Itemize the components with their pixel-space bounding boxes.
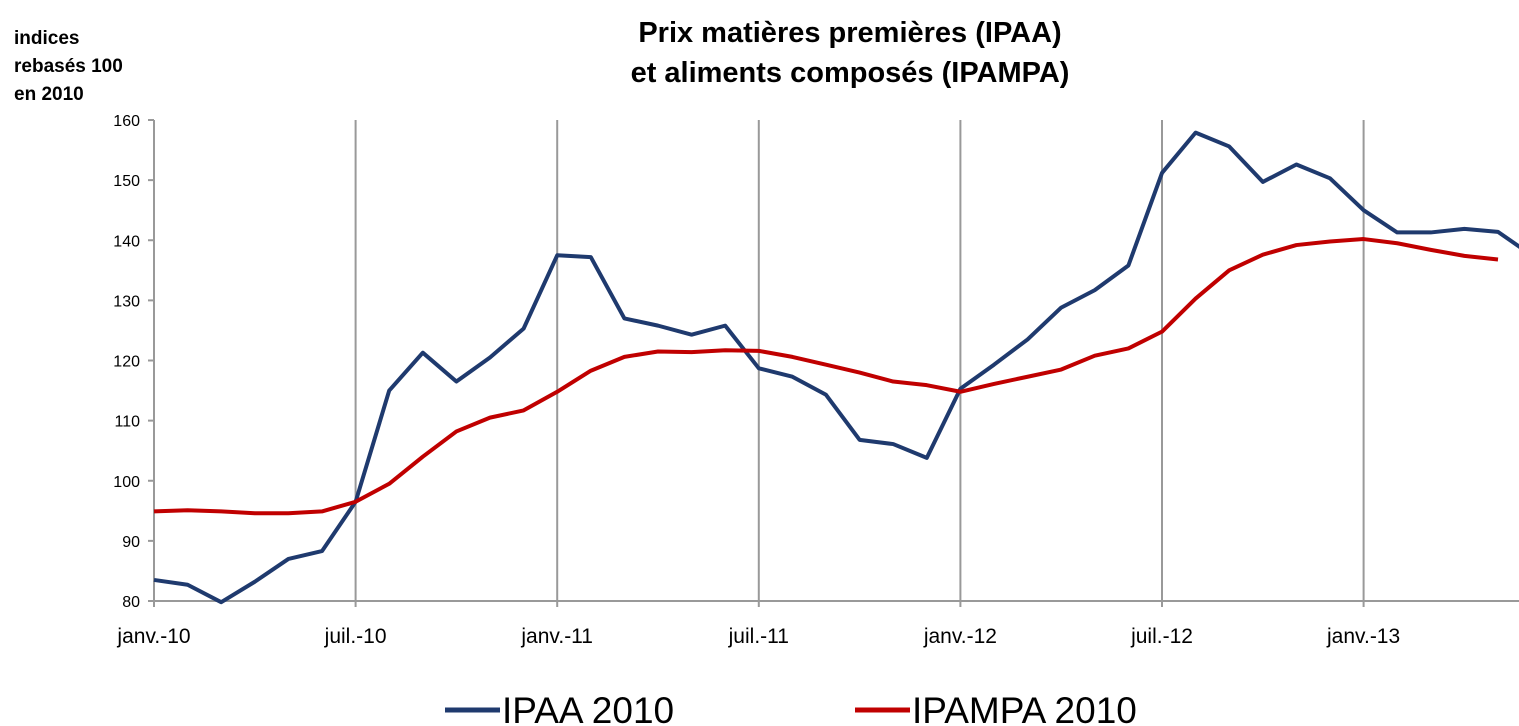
x-tick-label: juil.-12 bbox=[1130, 625, 1193, 648]
chart-title: Prix matières premières (IPAA) bbox=[638, 17, 1061, 49]
y-tick-label: 130 bbox=[113, 293, 140, 310]
y-tick-label: 120 bbox=[113, 354, 140, 371]
x-tick-label: janv.-10 bbox=[116, 625, 190, 648]
legend-label: IPAA 2010 bbox=[502, 690, 674, 726]
x-tick-label: janv.-12 bbox=[923, 625, 997, 648]
y-axis-label: en 2010 bbox=[14, 84, 84, 105]
x-tick-label: juil.-11 bbox=[728, 625, 789, 648]
y-axis-label: indices bbox=[14, 28, 79, 49]
x-tick-label: juil.-10 bbox=[324, 625, 387, 648]
y-tick-label: 160 bbox=[113, 113, 140, 130]
y-tick-label: 140 bbox=[113, 233, 140, 250]
plot-area bbox=[153, 130, 1519, 605]
x-tick-label: janv.-13 bbox=[1326, 625, 1400, 648]
chart-title: et aliments composés (IPAMPA) bbox=[631, 57, 1070, 89]
y-tick-label: 90 bbox=[122, 534, 140, 551]
series-line bbox=[153, 130, 1519, 605]
legend-label: IPAMPA 2010 bbox=[912, 690, 1137, 726]
y-tick-label: 80 bbox=[122, 594, 140, 611]
series-line bbox=[153, 237, 1499, 516]
y-tick-label: 150 bbox=[113, 173, 140, 190]
x-tick-label: janv.-11 bbox=[520, 625, 593, 648]
y-axis-label: rebasés 100 bbox=[14, 56, 123, 77]
y-tick-label: 100 bbox=[113, 474, 140, 491]
y-tick-label: 110 bbox=[114, 414, 140, 431]
